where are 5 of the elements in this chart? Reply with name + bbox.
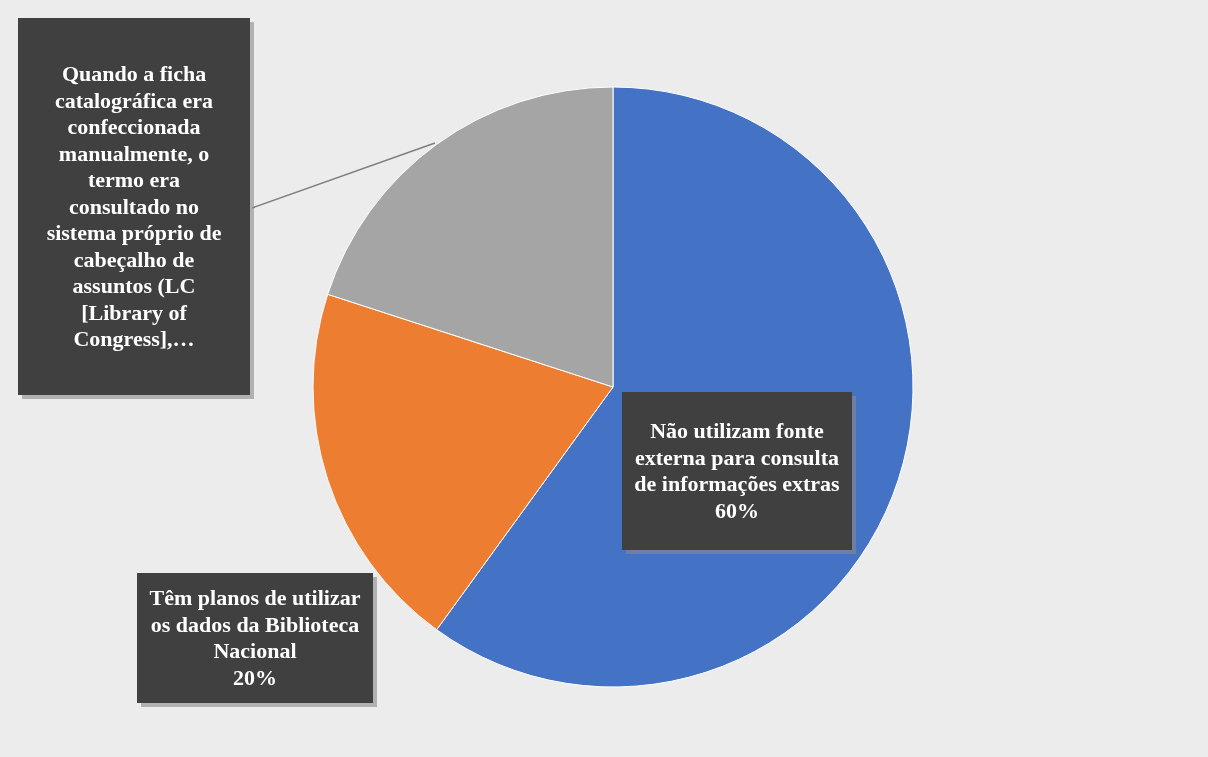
data-label: 20% [233, 664, 277, 690]
category-label: Quando a ficha catalográfica era confeccionada manualmente, o termo era consultado no sistema próprio de cabeçalho de assuntos (LC [Library of Congress],… [46, 61, 222, 351]
data-label: 60% [715, 497, 759, 523]
slice-label: Não utilizam fonte externa para consulta de informações extras [634, 418, 841, 497]
slice-label: Têm planos de utilizar os dados da Biblioteca Nacional [149, 585, 361, 664]
